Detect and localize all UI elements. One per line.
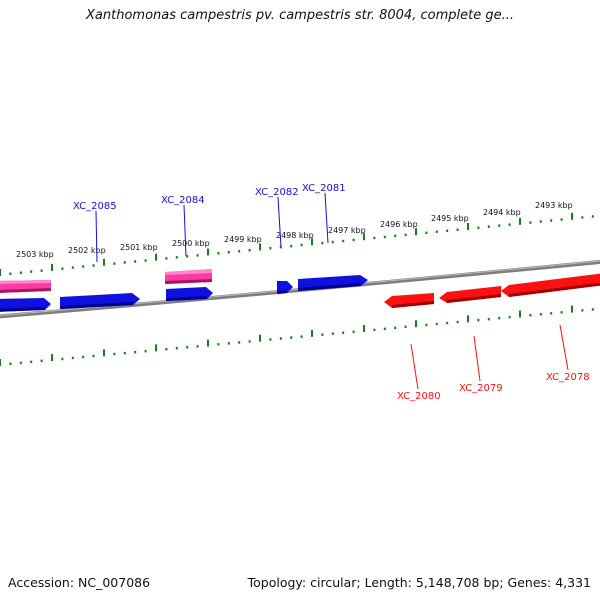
- gene-label-xc2081[interactable]: XC_2081: [302, 183, 346, 244]
- kbp-label: 2501 kbp: [120, 243, 158, 252]
- gene-name: XC_2081: [302, 183, 346, 194]
- outer-tick-ring: [0, 212, 594, 276]
- gene-name: XC_2084: [161, 195, 205, 206]
- kbp-label: 2503 kbp: [16, 250, 54, 259]
- genome-summary-text: Topology: circular; Length: 5,148,708 bp…: [247, 575, 591, 590]
- gene-name: XC_2080: [397, 391, 441, 402]
- accession-text: Accession: NC_007086: [8, 575, 151, 590]
- gene-name: XC_2078: [546, 372, 590, 383]
- pink-feature-2[interactable]: [165, 269, 212, 284]
- gene-arrow-xc2080[interactable]: [384, 293, 434, 308]
- kbp-label: 2496 kbp: [380, 220, 418, 229]
- gene-label-xc2080[interactable]: XC_2080: [397, 343, 441, 402]
- genome-backbone-highlight: [0, 260, 600, 316]
- pink-feature-1[interactable]: [0, 280, 51, 293]
- gene-arrow-xc2084[interactable]: [166, 287, 213, 301]
- gene-label-xc2079[interactable]: XC_2079: [459, 335, 503, 394]
- kbp-label: 2502 kbp: [68, 246, 106, 255]
- gene-name: XC_2082: [255, 187, 299, 198]
- kbp-label: 2495 kbp: [431, 214, 469, 223]
- gene-arrow-xc2079[interactable]: [439, 286, 501, 303]
- genome-backbone: [0, 259, 600, 319]
- gene-arrow-xc2085[interactable]: [60, 293, 140, 309]
- kbp-label: 2493 kbp: [535, 201, 573, 210]
- kbp-label: 2499 kbp: [224, 235, 262, 244]
- gene-name: XC_2079: [459, 383, 503, 394]
- gene-label-xc2078[interactable]: XC_2078: [546, 324, 590, 383]
- gene-name: XC_2085: [73, 201, 117, 212]
- inner-tick-ring: [0, 305, 594, 366]
- kbp-label: 2494 kbp: [483, 208, 521, 217]
- gene-arrow-blue-1[interactable]: [0, 298, 51, 312]
- kbp-label: 2498 kbp: [276, 231, 314, 240]
- gene-arrow-xc2081[interactable]: [298, 275, 368, 291]
- gene-label-xc2082[interactable]: XC_2082: [255, 187, 299, 248]
- kbp-label: 2500 kbp: [172, 239, 210, 248]
- gene-arrow-xc2078[interactable]: [501, 273, 600, 297]
- kbp-label: 2497 kbp: [328, 226, 366, 235]
- map-title: Xanthomonas campestris pv. campestris st…: [86, 8, 514, 23]
- gene-label-xc2084[interactable]: XC_2084: [161, 195, 205, 257]
- gene-label-xc2085[interactable]: XC_2085: [73, 201, 117, 263]
- gene-arrow-xc2082[interactable]: [277, 281, 293, 294]
